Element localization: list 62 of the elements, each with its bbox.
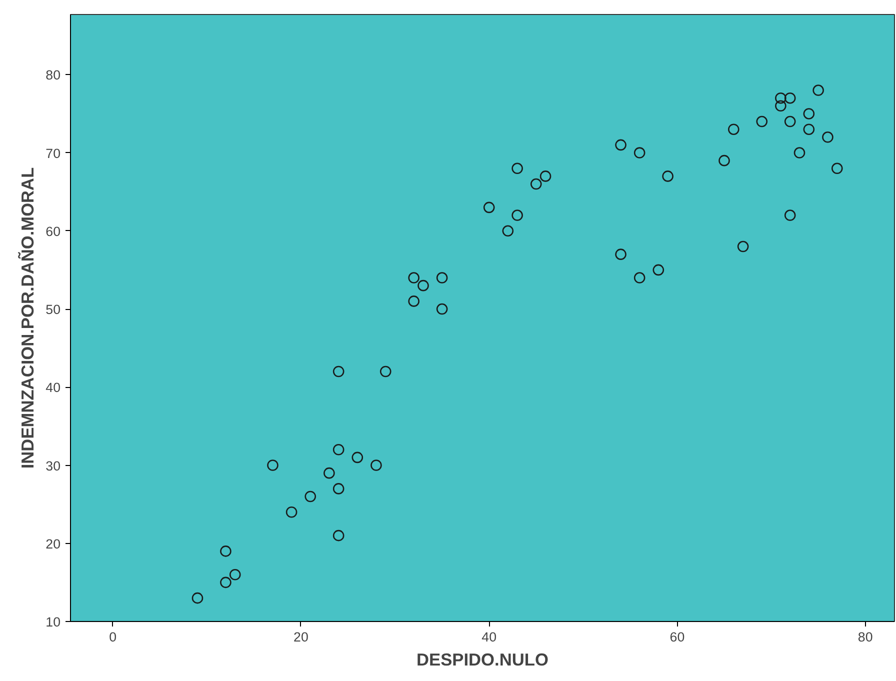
- x-tick-label: 80: [858, 630, 873, 644]
- point: [718, 154, 730, 166]
- point: [775, 100, 786, 112]
- point: [540, 170, 552, 182]
- point: [502, 225, 514, 237]
- point: [784, 210, 796, 221]
- point: [784, 92, 796, 104]
- point: [332, 483, 344, 494]
- y-axis-title: INDEMNZACION.POR.DAÑO.MORAL: [18, 166, 38, 469]
- point: [634, 147, 646, 158]
- point: [737, 240, 749, 252]
- point: [803, 108, 815, 120]
- y-tick-label: 80: [46, 68, 61, 83]
- point: [229, 568, 241, 580]
- point: [615, 248, 626, 260]
- point: [352, 452, 364, 464]
- point: [483, 202, 495, 214]
- x-axis-title: DESPIDO.NULO: [416, 650, 548, 670]
- point: [408, 296, 420, 307]
- point: [370, 460, 382, 471]
- point: [436, 303, 448, 315]
- point: [418, 280, 429, 292]
- y-tick-label: 50: [46, 302, 61, 318]
- x-tick-label: 20: [294, 630, 308, 644]
- point: [784, 116, 796, 128]
- y-tick-label: 20: [46, 536, 61, 552]
- x-tick-label: 40: [482, 630, 496, 644]
- point: [220, 576, 232, 588]
- point: [652, 264, 664, 276]
- point: [530, 178, 542, 190]
- x-tick-label: 0: [109, 630, 117, 644]
- point: [822, 132, 834, 143]
- x-tick-label: 60: [670, 630, 685, 644]
- point: [286, 506, 298, 518]
- point: [192, 592, 204, 604]
- point: [662, 170, 674, 182]
- point: [304, 490, 316, 502]
- point: [324, 467, 335, 479]
- point: [512, 162, 523, 174]
- point: [332, 530, 344, 542]
- point: [634, 272, 646, 284]
- point: [756, 116, 768, 128]
- y-tick-label: 30: [46, 458, 61, 474]
- point: [436, 272, 448, 284]
- point: [512, 210, 523, 221]
- y-tick-label: 70: [46, 146, 61, 161]
- point: [775, 92, 786, 104]
- point: [267, 460, 278, 471]
- y-tick-label: 10: [46, 614, 61, 630]
- point: [831, 162, 843, 174]
- y-tick-label: 40: [46, 380, 61, 396]
- point: [615, 139, 626, 151]
- point: [220, 546, 232, 557]
- y-tick-label: 60: [46, 224, 61, 239]
- point: [728, 124, 740, 135]
- point: [380, 366, 392, 378]
- point: [332, 366, 344, 378]
- point: [803, 124, 815, 135]
- point: [332, 444, 344, 456]
- point: [794, 147, 806, 158]
- point: [408, 272, 420, 284]
- point: [812, 84, 824, 96]
